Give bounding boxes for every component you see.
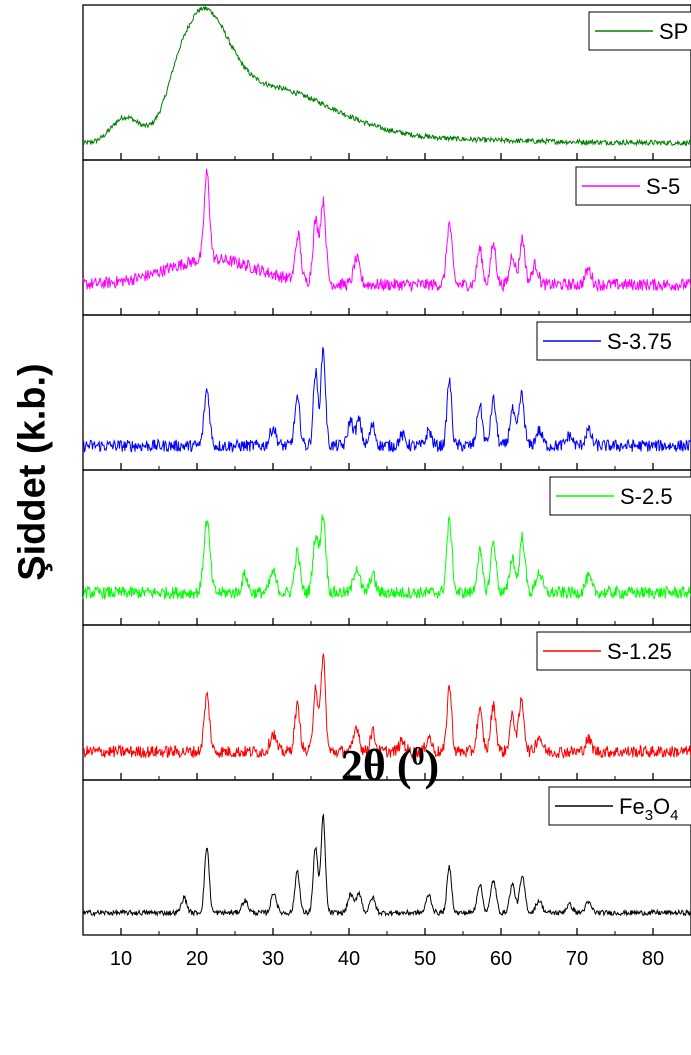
panel-fe3o4: Fe3O4: [82, 779, 691, 936]
legend-entry: SP: [588, 11, 691, 51]
x-tick-label: 80: [642, 948, 664, 970]
y-axis-label: Şiddet (k.b.): [11, 363, 54, 581]
panel-s-1-25: S-1.25: [82, 624, 691, 781]
panel-s-2-5: S-2.5: [82, 469, 691, 626]
x-tick-label: 60: [490, 948, 512, 970]
legend-entry: S-2.5: [549, 476, 691, 516]
panel-s-3-75: S-3.75: [82, 314, 691, 471]
panels-group: SP S-5 S-3.75 S-2.5 S-1.25 Fe3O4: [82, 4, 691, 936]
legend-label: S-2.5: [620, 484, 673, 509]
x-axis-label-unit: 0: [411, 741, 425, 771]
series-line-s-1-25: [82, 653, 691, 760]
legend-entry: S-3.75: [536, 321, 691, 361]
legend-label: S-1.25: [607, 639, 672, 664]
legend-label: SP: [659, 19, 688, 44]
x-axis-label: 2θ (0): [340, 741, 440, 790]
series-line-s-2-5: [82, 514, 691, 601]
x-tick-label: 50: [414, 948, 436, 970]
legend-entry: Fe3O4: [548, 786, 691, 826]
x-tick-label: 20: [186, 948, 208, 970]
legend-entry: S-5: [575, 166, 691, 206]
legend-box: [549, 476, 691, 516]
x-tick-label: 10: [110, 948, 132, 970]
x-axis-label-text: 2θ: [340, 741, 386, 790]
x-axis-ticks: 10 20 30 40 50 60 70 80: [110, 948, 664, 970]
x-tick-label: 30: [262, 948, 284, 970]
series-line-s-3-75: [82, 347, 691, 454]
legend-label: S-5: [646, 174, 680, 199]
x-tick-label: 70: [566, 948, 588, 970]
x-tick-label: 40: [338, 948, 360, 970]
series-line-fe3o4: [82, 813, 691, 918]
series-line-s-5: [82, 168, 691, 293]
panel-sp: SP: [82, 4, 691, 161]
legend-entry: S-1.25: [536, 631, 691, 671]
series-line-sp: [82, 5, 691, 147]
legend-label: S-3.75: [607, 329, 672, 354]
panel-s-5: S-5: [82, 159, 691, 316]
